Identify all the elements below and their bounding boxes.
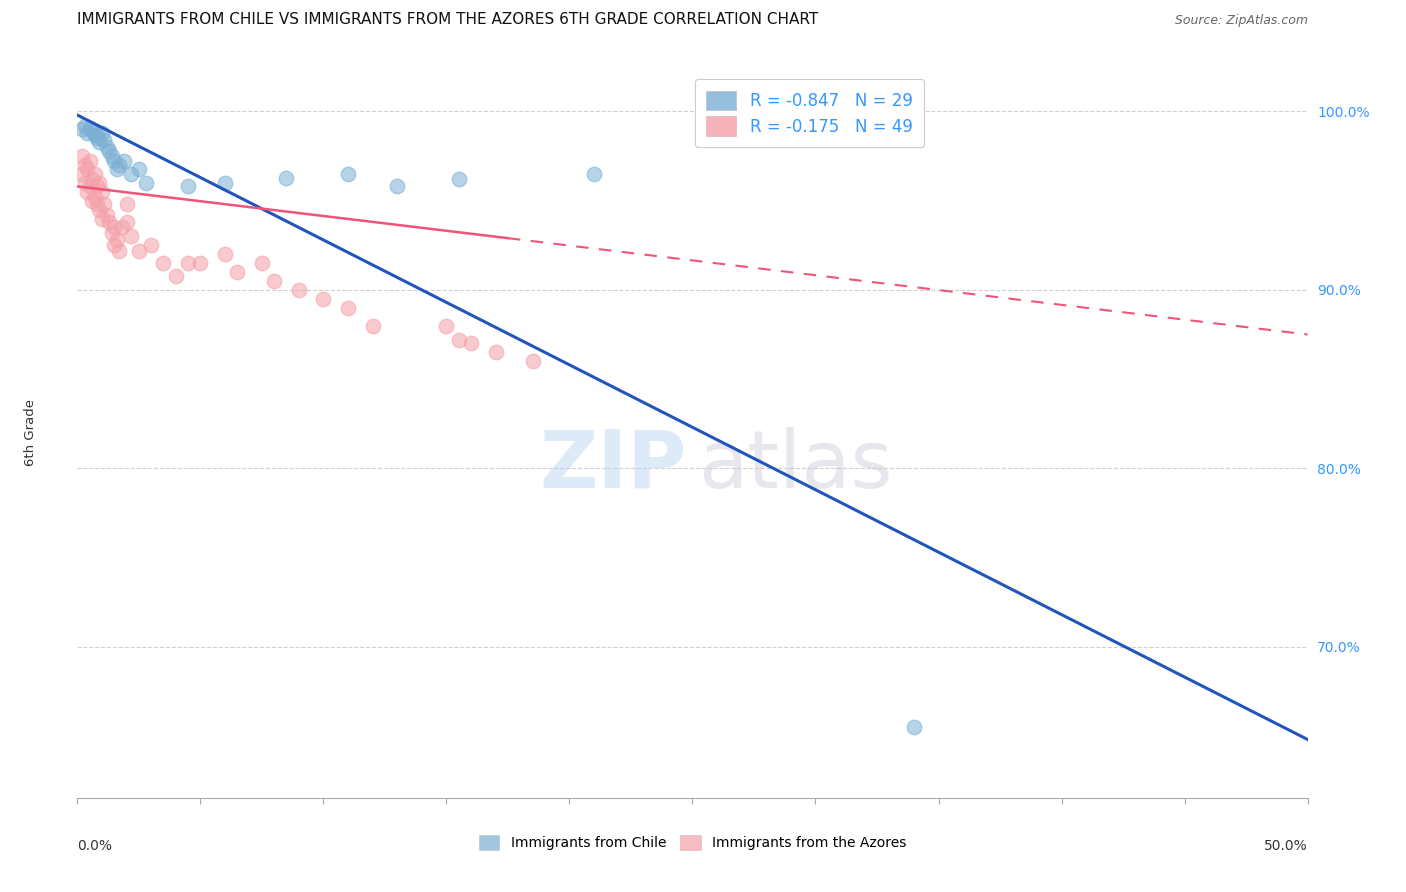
Legend: R = -0.847   N = 29, R = -0.175   N = 49: R = -0.847 N = 29, R = -0.175 N = 49	[695, 78, 924, 147]
Point	[73, 176, 96, 190]
Point	[288, 283, 311, 297]
Point	[111, 220, 132, 235]
Point	[90, 185, 114, 199]
Point	[522, 354, 544, 368]
Point	[70, 149, 93, 163]
Point	[103, 238, 125, 252]
Point	[90, 126, 114, 140]
Point	[152, 256, 174, 270]
Point	[226, 265, 249, 279]
Point	[263, 274, 285, 288]
Point	[83, 128, 105, 142]
Point	[103, 220, 125, 235]
Point	[93, 197, 115, 211]
Point	[76, 126, 98, 140]
Point	[583, 167, 606, 181]
Point	[121, 167, 143, 181]
Point	[105, 233, 128, 247]
Point	[103, 154, 125, 169]
Point	[89, 135, 111, 149]
Point	[101, 226, 124, 240]
Point	[128, 161, 150, 176]
Point	[447, 333, 470, 347]
Point	[190, 256, 212, 270]
Point	[177, 256, 200, 270]
Point	[115, 215, 138, 229]
Point	[115, 197, 138, 211]
Point	[177, 179, 200, 194]
Text: 6th Grade: 6th Grade	[24, 399, 37, 467]
Point	[89, 176, 111, 190]
Point	[76, 161, 98, 176]
Point	[121, 229, 143, 244]
Point	[337, 167, 360, 181]
Point	[86, 179, 108, 194]
Point	[86, 128, 108, 142]
Point	[96, 208, 118, 222]
Point	[337, 301, 360, 315]
Point	[82, 172, 104, 186]
Text: Source: ZipAtlas.com: Source: ZipAtlas.com	[1174, 13, 1308, 27]
Point	[128, 244, 150, 258]
Point	[447, 172, 470, 186]
Text: IMMIGRANTS FROM CHILE VS IMMIGRANTS FROM THE AZORES 6TH GRADE CORRELATION CHART: IMMIGRANTS FROM CHILE VS IMMIGRANTS FROM…	[77, 12, 818, 27]
Point	[83, 167, 105, 181]
Point	[79, 120, 101, 135]
Point	[485, 345, 508, 359]
Point	[79, 179, 101, 194]
Text: 50.0%: 50.0%	[1264, 838, 1308, 853]
Point	[86, 131, 108, 145]
Point	[436, 318, 458, 333]
Point	[361, 318, 384, 333]
Text: atlas: atlas	[699, 426, 893, 505]
Point	[141, 238, 163, 252]
Point	[73, 119, 96, 133]
Point	[89, 202, 111, 217]
Point	[250, 256, 273, 270]
Point	[76, 185, 98, 199]
Point	[460, 336, 482, 351]
Point	[93, 133, 115, 147]
Point	[79, 154, 101, 169]
Point	[214, 247, 236, 261]
Point	[105, 161, 128, 176]
Point	[108, 158, 131, 172]
Point	[214, 176, 236, 190]
Point	[387, 179, 409, 194]
Point	[135, 176, 157, 190]
Point	[312, 292, 335, 306]
Point	[82, 124, 104, 138]
Point	[903, 720, 925, 734]
Point	[83, 190, 105, 204]
Point	[90, 211, 114, 226]
Point	[96, 140, 118, 154]
Point	[73, 158, 96, 172]
Point	[82, 194, 104, 208]
Text: 0.0%: 0.0%	[77, 838, 112, 853]
Text: ZIP: ZIP	[538, 426, 686, 505]
Point	[98, 215, 121, 229]
Point	[165, 268, 187, 283]
Point	[101, 149, 124, 163]
Point	[86, 197, 108, 211]
Point	[112, 154, 135, 169]
Point	[70, 122, 93, 136]
Point	[276, 170, 298, 185]
Point	[108, 244, 131, 258]
Point	[98, 144, 121, 158]
Point	[70, 167, 93, 181]
